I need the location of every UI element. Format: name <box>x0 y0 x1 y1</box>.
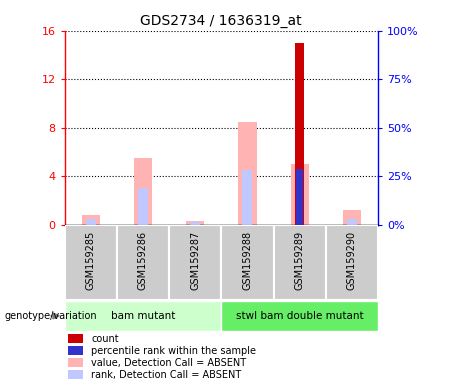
Bar <box>86 218 96 225</box>
Bar <box>343 210 361 225</box>
Text: GSM159289: GSM159289 <box>295 231 305 290</box>
Text: bam mutant: bam mutant <box>111 311 175 321</box>
Text: GSM159285: GSM159285 <box>86 231 96 290</box>
Text: rank, Detection Call = ABSENT: rank, Detection Call = ABSENT <box>91 370 241 380</box>
Bar <box>138 188 148 225</box>
Text: value, Detection Call = ABSENT: value, Detection Call = ABSENT <box>91 358 246 367</box>
Title: GDS2734 / 1636319_at: GDS2734 / 1636319_at <box>141 14 302 28</box>
Bar <box>68 358 83 367</box>
Bar <box>68 334 83 343</box>
Bar <box>68 370 83 379</box>
Bar <box>273 225 326 300</box>
Text: GSM159286: GSM159286 <box>138 231 148 290</box>
Text: percentile rank within the sample: percentile rank within the sample <box>91 346 256 356</box>
Bar <box>238 122 256 225</box>
Bar <box>65 225 117 300</box>
Bar <box>190 222 200 225</box>
Bar <box>221 301 378 331</box>
Bar <box>290 164 309 225</box>
Bar <box>347 218 357 225</box>
Text: genotype/variation: genotype/variation <box>5 311 97 321</box>
Bar <box>65 301 221 331</box>
Text: count: count <box>91 334 118 344</box>
Text: GSM159288: GSM159288 <box>242 231 253 290</box>
Text: GSM159287: GSM159287 <box>190 231 200 290</box>
Bar <box>296 169 303 225</box>
Bar <box>295 43 304 225</box>
Bar <box>117 225 169 300</box>
Text: stwl bam double mutant: stwl bam double mutant <box>236 311 363 321</box>
Bar <box>68 346 83 355</box>
Bar <box>221 225 273 300</box>
Bar <box>134 158 152 225</box>
Bar <box>242 170 253 225</box>
Bar <box>326 225 378 300</box>
Bar <box>186 221 204 225</box>
Bar <box>82 215 100 225</box>
Text: GSM159290: GSM159290 <box>347 231 357 290</box>
Bar <box>169 225 221 300</box>
